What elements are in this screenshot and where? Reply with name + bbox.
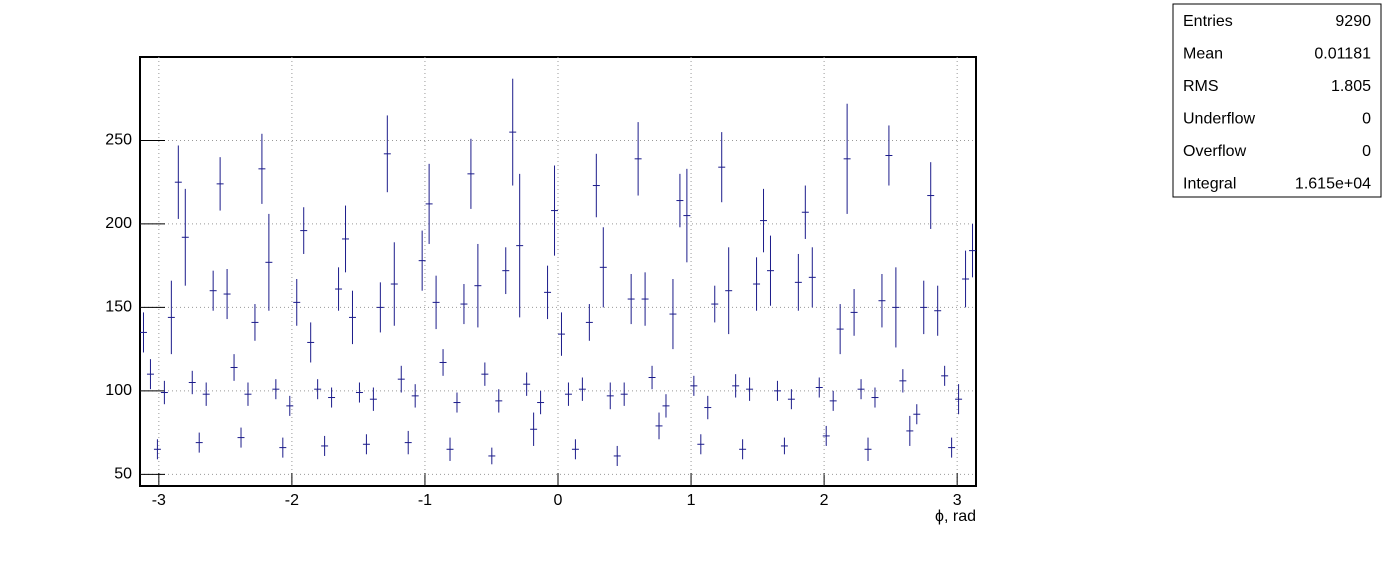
stats-label: Overflow [1183, 143, 1247, 160]
stats-label: Underflow [1183, 111, 1255, 128]
x-tick-label: -2 [285, 492, 299, 509]
y-tick-label: 150 [105, 299, 132, 316]
stats-value: 0 [1362, 143, 1371, 160]
x-tick-label: -1 [418, 492, 432, 509]
x-tick-label: 1 [687, 492, 696, 509]
x-tick-label: -3 [152, 492, 166, 509]
stats-value: 1.805 [1331, 78, 1371, 95]
y-tick-label: 250 [105, 132, 132, 149]
x-axis-label: ϕ, rad [935, 508, 976, 525]
stats-value: 0 [1362, 111, 1371, 128]
stats-value: 1.615e+04 [1295, 176, 1371, 193]
y-tick-label: 100 [105, 382, 132, 399]
stats-label: RMS [1183, 78, 1219, 95]
stats-label: Entries [1183, 13, 1233, 30]
y-tick-label: 200 [105, 215, 132, 232]
stats-value: 0.01181 [1314, 46, 1371, 63]
stats-label: Mean [1183, 46, 1223, 63]
x-tick-label: 3 [953, 492, 962, 509]
x-tick-label: 0 [554, 492, 563, 509]
stats-value: 9290 [1335, 13, 1371, 30]
x-tick-label: 2 [820, 492, 829, 509]
y-tick-label: 50 [114, 466, 132, 483]
stats-box [1172, 3, 1382, 198]
stats-label: Integral [1183, 176, 1236, 193]
